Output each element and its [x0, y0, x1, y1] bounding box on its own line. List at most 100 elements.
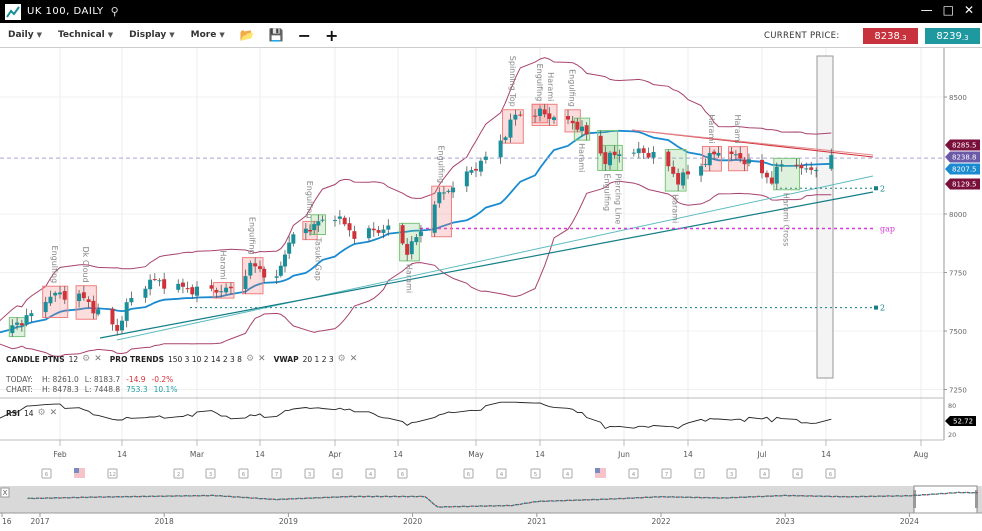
candle	[96, 303, 101, 317]
candle-body	[253, 263, 258, 267]
candle	[518, 111, 523, 117]
navigator-close-button[interactable]	[0, 487, 10, 498]
candle-body	[666, 151, 671, 167]
event-count: 4	[336, 472, 340, 478]
close-icon[interactable]: ✕	[349, 354, 358, 364]
gear-icon[interactable]: ⚙	[37, 408, 46, 418]
close-icon[interactable]: ✕	[49, 408, 58, 418]
candle	[575, 118, 580, 132]
candle	[636, 142, 641, 159]
candle-body	[224, 287, 229, 293]
stat-low: L: 8183.7	[84, 375, 121, 384]
candle	[414, 234, 419, 246]
candle	[312, 221, 317, 235]
candle	[190, 284, 195, 299]
candle-body	[371, 228, 376, 231]
candle-body	[733, 154, 738, 156]
stat-high: H: 8261.0	[42, 375, 79, 384]
sell-price-button[interactable]: 8238.3	[863, 28, 918, 44]
candle	[258, 260, 262, 273]
candle-pattern-box	[502, 109, 524, 144]
open-folder-icon[interactable]: 📂	[239, 28, 255, 42]
candle-body	[228, 286, 233, 289]
close-icon[interactable]: ✕	[94, 354, 102, 364]
candle-body	[53, 292, 58, 296]
candle	[352, 225, 357, 244]
candle	[180, 278, 185, 294]
candle-body	[446, 190, 451, 192]
candle-pattern-label: Engulfing	[568, 69, 577, 107]
close-icon[interactable]: ✕	[258, 354, 266, 364]
candle	[287, 236, 292, 259]
candle-body	[774, 166, 779, 184]
pro-trends-params: 150 3 10 2 14 2 3 8	[167, 354, 242, 364]
candle-body	[518, 114, 523, 116]
candle-body	[533, 115, 538, 117]
candle	[120, 315, 124, 334]
event-count: 4	[796, 472, 800, 478]
menu-label: Display	[129, 30, 167, 40]
buy-price-button[interactable]: 8239.3	[925, 28, 980, 44]
menu-timeframe[interactable]: Daily ▼	[8, 30, 42, 40]
x-tick-label: 14	[393, 450, 403, 459]
candle	[641, 145, 646, 159]
candle-body	[542, 109, 547, 115]
candle-pattern-label: Harami	[219, 250, 228, 279]
chevron-down-icon: ▼	[169, 31, 175, 39]
us-flag-icon	[595, 468, 606, 478]
candle-body	[219, 291, 224, 293]
candle	[81, 285, 86, 301]
candle	[320, 215, 325, 223]
candle	[699, 163, 704, 182]
stat-pct: -0.2%	[151, 375, 174, 384]
menu-technical[interactable]: Technical ▼	[58, 30, 113, 40]
candle	[129, 291, 134, 306]
gear-icon[interactable]: ⚙	[337, 354, 346, 364]
economic-event-marker	[726, 468, 737, 479]
candle-body	[566, 116, 570, 120]
economic-event-marker	[562, 468, 573, 479]
candle	[451, 181, 456, 198]
candle	[608, 150, 612, 170]
candle-body	[451, 187, 456, 193]
search-icon[interactable]: ⚲	[110, 5, 119, 18]
candle-pattern-label: Engulfing	[248, 217, 257, 255]
toolbar: Daily ▼ Technical ▼ Display ▼ More ▼ 📂 💾 − +	[0, 23, 982, 48]
navigator-viewport	[913, 485, 978, 514]
chart-logo-icon	[5, 3, 21, 20]
year-label: 2024	[900, 517, 919, 526]
maximize-icon[interactable]: □	[942, 3, 954, 17]
candle-pattern-label: Harami	[733, 114, 742, 143]
economic-event-marker	[825, 468, 836, 479]
stat-low: L: 7448.8	[84, 385, 121, 394]
candle-body	[48, 296, 53, 304]
menu-more[interactable]: More ▼	[191, 30, 225, 40]
menu-display[interactable]: Display ▼	[129, 30, 175, 40]
candle-patterns-name: CANDLE PTNS	[6, 354, 65, 364]
candle-body	[699, 166, 704, 176]
gear-icon[interactable]: ⚙	[82, 354, 91, 364]
stat-change: 753.3	[126, 385, 148, 394]
candle-body	[707, 153, 712, 166]
candle	[19, 319, 24, 332]
candle-body	[58, 292, 62, 295]
gear-icon[interactable]: ⚙	[245, 354, 255, 364]
candle-pattern-label: Engulfing	[535, 64, 544, 102]
stat-pct: 10.1%	[153, 385, 178, 394]
rsi-value-tag	[945, 416, 976, 426]
zoom-out-icon[interactable]: −	[297, 25, 312, 45]
zoom-in-icon[interactable]: +	[325, 25, 339, 45]
candle-body	[10, 325, 15, 334]
economic-event-marker	[332, 468, 343, 479]
candle	[157, 278, 162, 287]
economic-event-marker	[107, 468, 118, 479]
candle	[538, 105, 542, 122]
minimize-icon[interactable]: —	[920, 3, 933, 17]
candle-body	[538, 108, 542, 116]
us-flag-canton	[595, 468, 600, 473]
candle	[400, 223, 405, 245]
close-icon[interactable]: ✕	[963, 3, 974, 17]
stat-label: CHART:	[6, 385, 33, 394]
save-icon[interactable]: 💾	[268, 28, 284, 42]
